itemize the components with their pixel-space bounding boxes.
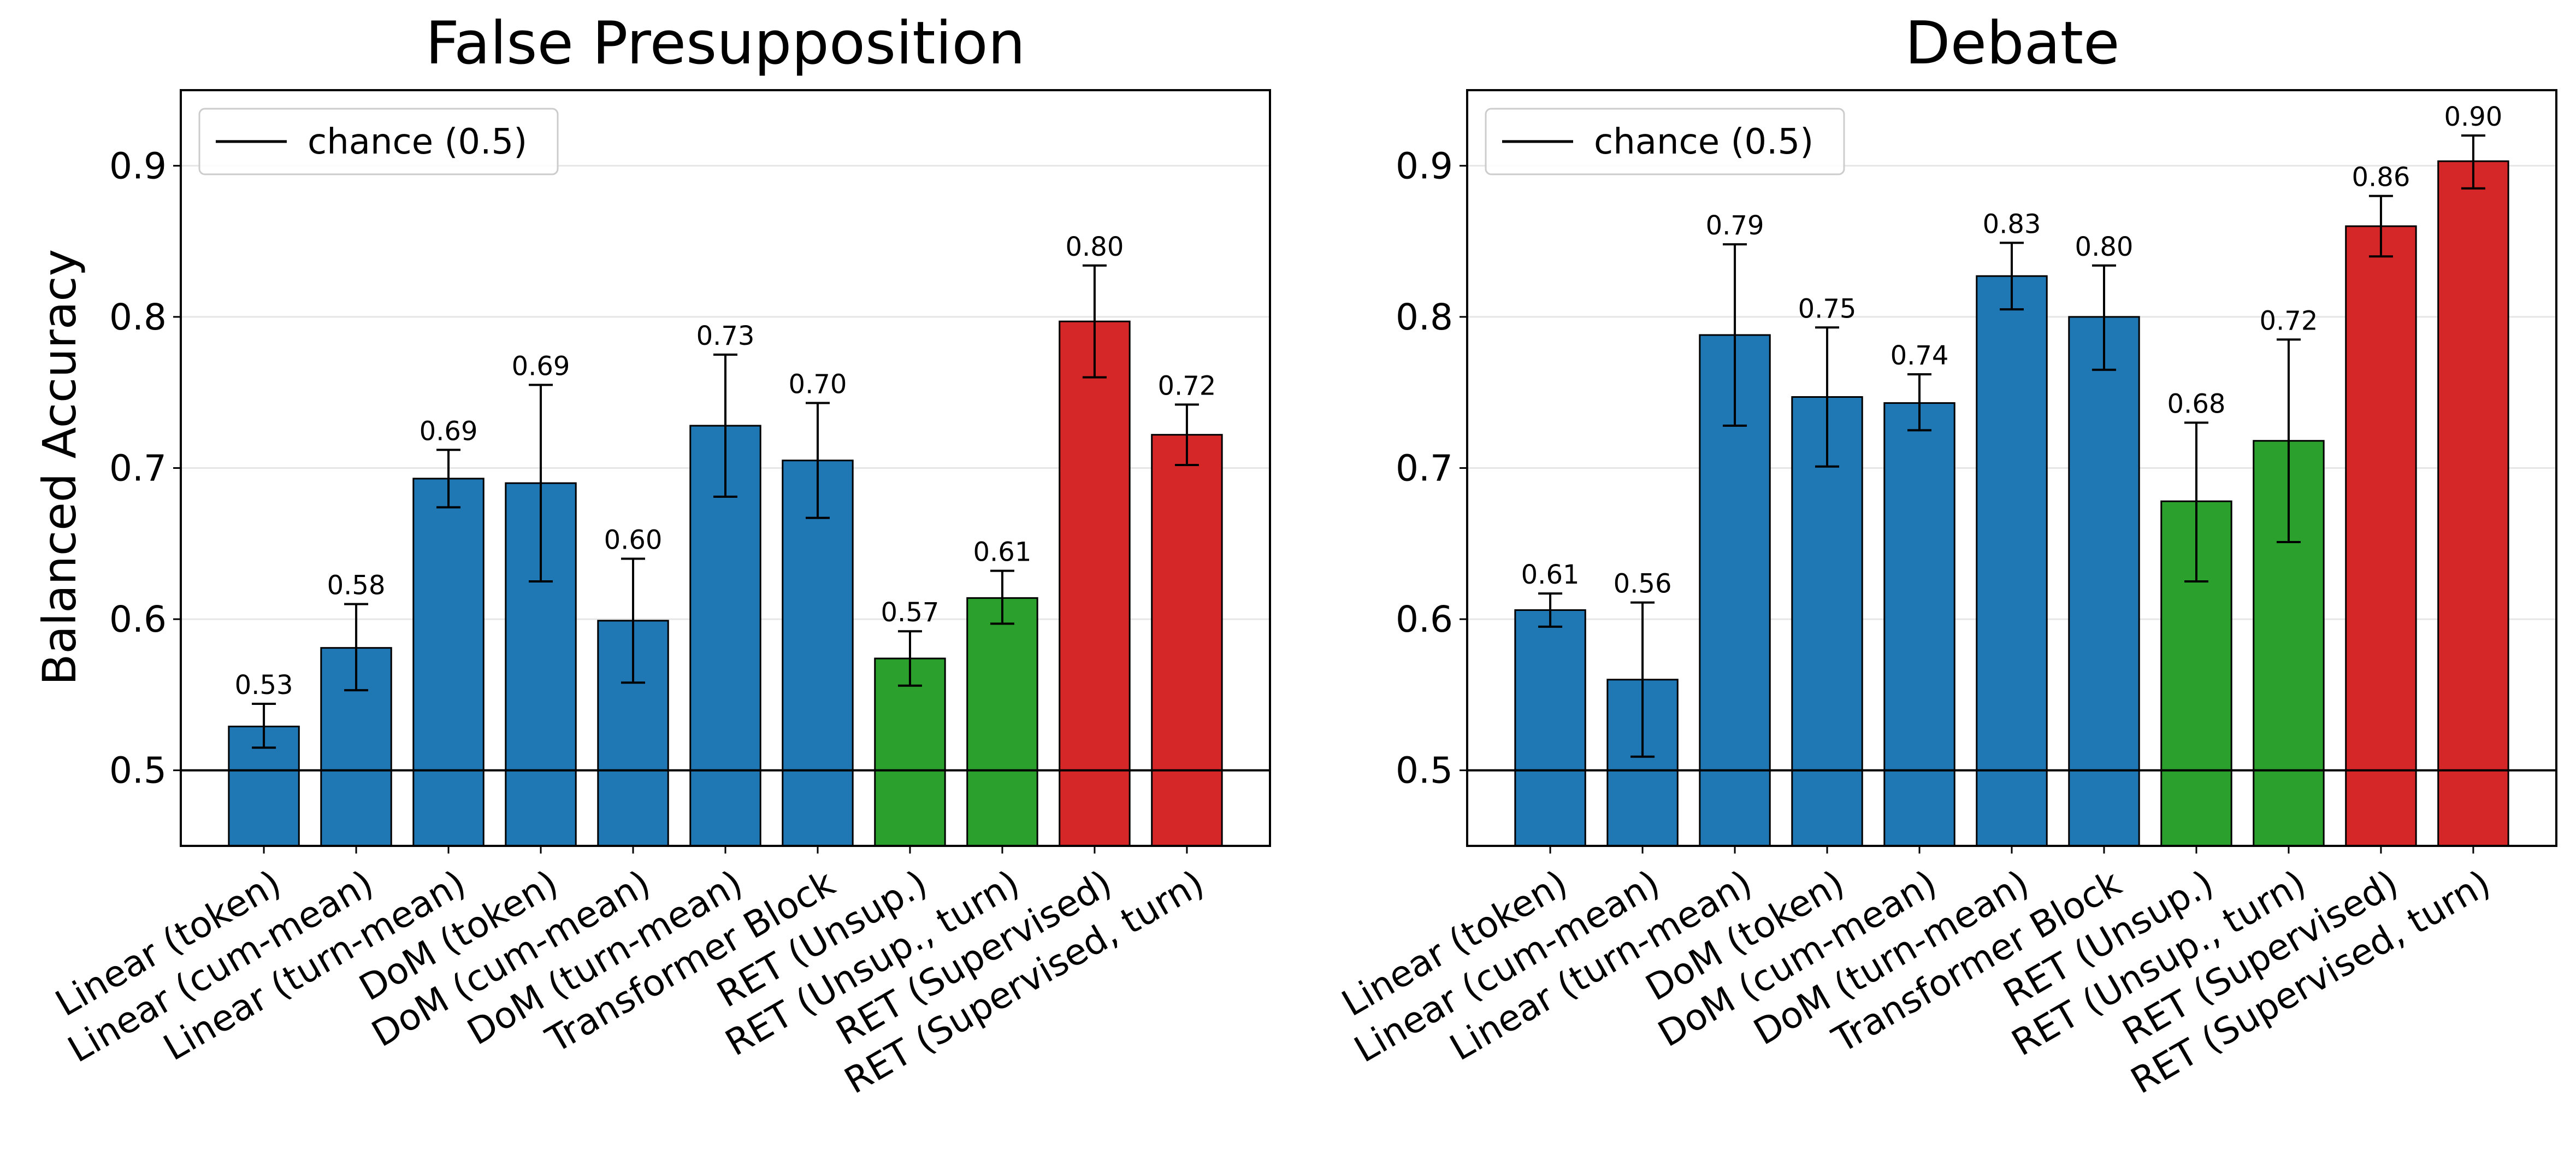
y-axis-label: Balanced Accuracy xyxy=(33,249,86,686)
data-label: 0.68 xyxy=(2167,389,2226,420)
chart-title: False Presupposition xyxy=(426,9,1025,78)
y-tick-label: 0.5 xyxy=(109,750,167,792)
data-label: 0.72 xyxy=(1157,370,1216,401)
y-tick-label: 0.9 xyxy=(109,145,167,187)
bar xyxy=(1883,402,1955,847)
panel-false-presupposition: False Presupposition Balanced Accuracy 0… xyxy=(33,9,1271,1102)
y-tick-label: 0.8 xyxy=(1396,296,1453,338)
data-label: 0.74 xyxy=(1890,340,1949,371)
data-label: 0.73 xyxy=(696,321,755,351)
bar xyxy=(1151,434,1223,847)
data-label: 0.79 xyxy=(1706,210,1764,241)
bar xyxy=(874,657,946,847)
data-label: 0.80 xyxy=(2075,232,2134,262)
bar xyxy=(782,460,854,847)
legend-box xyxy=(1485,108,1845,175)
data-label: 0.61 xyxy=(973,537,1032,568)
data-label: 0.80 xyxy=(1065,232,1124,262)
data-label: 0.58 xyxy=(327,570,386,601)
data-label: 0.57 xyxy=(881,597,940,628)
y-tick-label: 0.6 xyxy=(109,598,167,640)
data-label: 0.69 xyxy=(512,351,570,381)
y-tick-label: 0.9 xyxy=(1396,145,1453,187)
bar xyxy=(1976,275,2048,847)
data-label: 0.72 xyxy=(2260,305,2318,336)
y-tick-label: 0.7 xyxy=(109,448,167,490)
data-label: 0.61 xyxy=(1521,560,1580,590)
data-label: 0.83 xyxy=(1983,209,2041,239)
bar xyxy=(2345,225,2417,847)
plot-area: 0.5 0.6 0.7 0.8 0.9 0.53 0.58 0.69 0.69 0.60 0.73 0… xyxy=(49,89,1271,1102)
bar xyxy=(966,597,1038,847)
legend-label: chance (0.5) xyxy=(1594,122,1813,162)
bar xyxy=(1059,320,1131,847)
y-tick-label: 0.6 xyxy=(1396,598,1453,640)
data-label: 0.75 xyxy=(1798,293,1857,324)
data-label: 0.60 xyxy=(604,525,663,555)
bar xyxy=(2068,316,2140,847)
y-tick-label: 0.5 xyxy=(1396,750,1453,792)
panel-debate: Debate 0.50.60.70.80.90.61 0.560.790.750.… xyxy=(1335,9,2557,1102)
chart-title: Debate xyxy=(1905,9,2119,78)
y-tick-label: 0.8 xyxy=(109,296,167,338)
data-label: 0.70 xyxy=(789,369,847,400)
legend-box xyxy=(198,108,559,175)
plot-area: 0.5 0.6 0.7 0.8 0.9 0.61 0.56 0.79 0.75 0.74 0.83 0… xyxy=(1335,89,2557,1102)
data-label: 0.56 xyxy=(1614,569,1672,599)
data-label: 0.86 xyxy=(2352,162,2410,193)
bar xyxy=(1514,609,1586,847)
data-label: 0.90 xyxy=(2444,102,2502,132)
data-label: 0.53 xyxy=(235,670,293,701)
y-tick-label: 0.7 xyxy=(1396,448,1453,490)
bar xyxy=(2437,160,2509,847)
legend-label: chance (0.5) xyxy=(308,122,527,162)
data-label: 0.69 xyxy=(420,416,478,446)
bar xyxy=(412,478,485,847)
